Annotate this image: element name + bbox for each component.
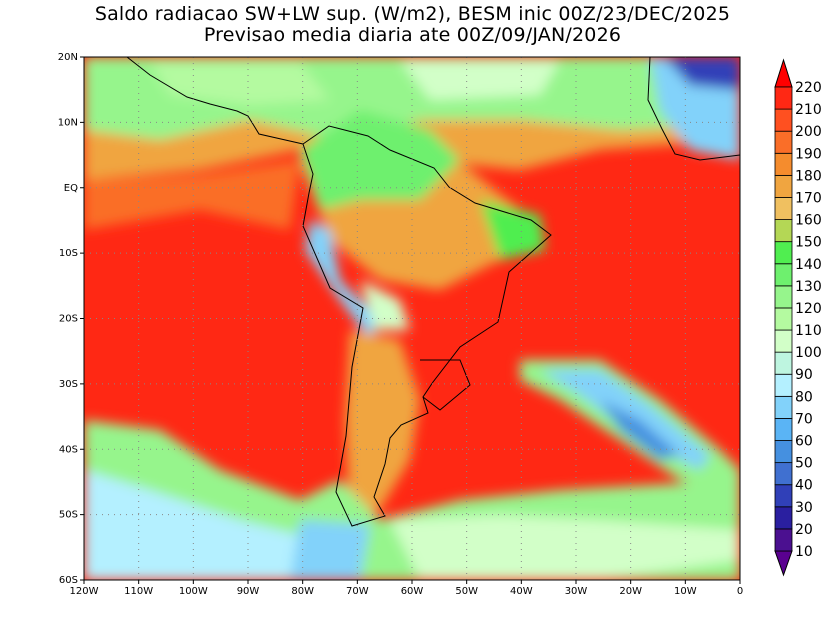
colorbar-label: 160	[795, 213, 822, 229]
lat-label: 20S	[59, 314, 78, 325]
colorbar-label: 50	[795, 456, 813, 472]
colorbar-label: 30	[795, 500, 813, 516]
colorbar-segment	[774, 440, 793, 464]
colorbar-segment	[774, 197, 793, 220]
colorbar-label: 80	[795, 389, 813, 405]
lat-label: EQ	[64, 183, 78, 194]
colorbar-segment	[774, 373, 793, 397]
lat-label: 20N	[58, 52, 78, 63]
lat-label: 30S	[59, 379, 78, 390]
colorbar-label: 70	[795, 411, 813, 427]
colorbar-label: 140	[795, 257, 822, 273]
colorbar-segment	[774, 418, 793, 441]
colorbar-label: 20	[795, 522, 813, 538]
colorbar-segment	[774, 108, 793, 132]
lon-label: 80W	[291, 586, 314, 597]
lat-label: 10N	[58, 117, 78, 128]
colorbar-label: 210	[795, 102, 822, 118]
colorbar-label: 110	[795, 323, 822, 339]
lon-label: 120W	[70, 586, 99, 597]
colorbar-label: 130	[795, 279, 822, 295]
lon-label: 100W	[179, 586, 208, 597]
lat-label: 60S	[59, 575, 78, 586]
colorbar: 10 20 30 40 50 60 70 80 90 100 110 120 130 140 150 160 1…	[774, 58, 822, 577]
colorbar-label: 90	[795, 367, 813, 383]
lat-label: 10S	[59, 248, 78, 259]
lon-label: 60W	[401, 586, 424, 597]
lon-label: 70W	[346, 586, 369, 597]
lon-label: 10W	[674, 586, 697, 597]
colorbar-segment	[774, 241, 793, 265]
colorbar-label: 120	[795, 301, 822, 317]
colorbar-label: 100	[795, 345, 822, 361]
grid-lines	[84, 57, 740, 580]
colorbar-segment	[774, 285, 793, 309]
colorbar-segment	[774, 528, 793, 552]
colorbar-label: 170	[795, 190, 822, 206]
colorbar-segment	[774, 219, 793, 243]
colorbar-label: 190	[795, 146, 822, 162]
colorbar-above-triangle	[774, 58, 793, 88]
colorbar-label: 150	[795, 235, 822, 251]
colorbar-below-triangle	[774, 550, 793, 577]
coastlines	[126, 57, 740, 527]
colorbar-label: 200	[795, 124, 822, 140]
colorbar-segment	[774, 130, 793, 154]
lon-label: 110W	[124, 586, 153, 597]
lon-label: 30W	[565, 586, 588, 597]
lon-label: 50W	[455, 586, 478, 597]
colorbar-segment	[774, 307, 793, 331]
colorbar-segment	[774, 86, 793, 110]
colorbar-segment	[774, 462, 793, 486]
lat-label: 50S	[59, 510, 78, 521]
colorbar-label: 40	[795, 478, 813, 494]
colorbar-segment	[774, 351, 793, 375]
lon-label: 0	[737, 586, 743, 597]
colorbar-segment	[774, 152, 793, 176]
lon-label: 90W	[237, 586, 260, 597]
radiation-field	[84, 57, 740, 580]
lon-label: 40W	[510, 586, 533, 597]
colorbar-segment	[774, 329, 793, 353]
colorbar-label: 60	[795, 434, 813, 450]
colorbar-label: 180	[795, 168, 822, 184]
colorbar-segment	[774, 395, 793, 419]
lon-label: 20W	[619, 586, 642, 597]
chart-title: Saldo radiacao SW+LW sup. (W/m2), BESM i…	[94, 3, 731, 25]
colorbar-label: 220	[795, 80, 822, 96]
colorbar-segment	[774, 484, 793, 508]
colorbar-segment	[774, 174, 793, 198]
colorbar-segment	[774, 506, 793, 530]
colorbar-segment	[774, 263, 793, 287]
chart-subtitle: Previsao media diaria ate 00Z/09/JAN/202…	[203, 24, 622, 46]
colorbar-label: 10	[795, 544, 813, 560]
lat-label: 40S	[59, 444, 78, 455]
